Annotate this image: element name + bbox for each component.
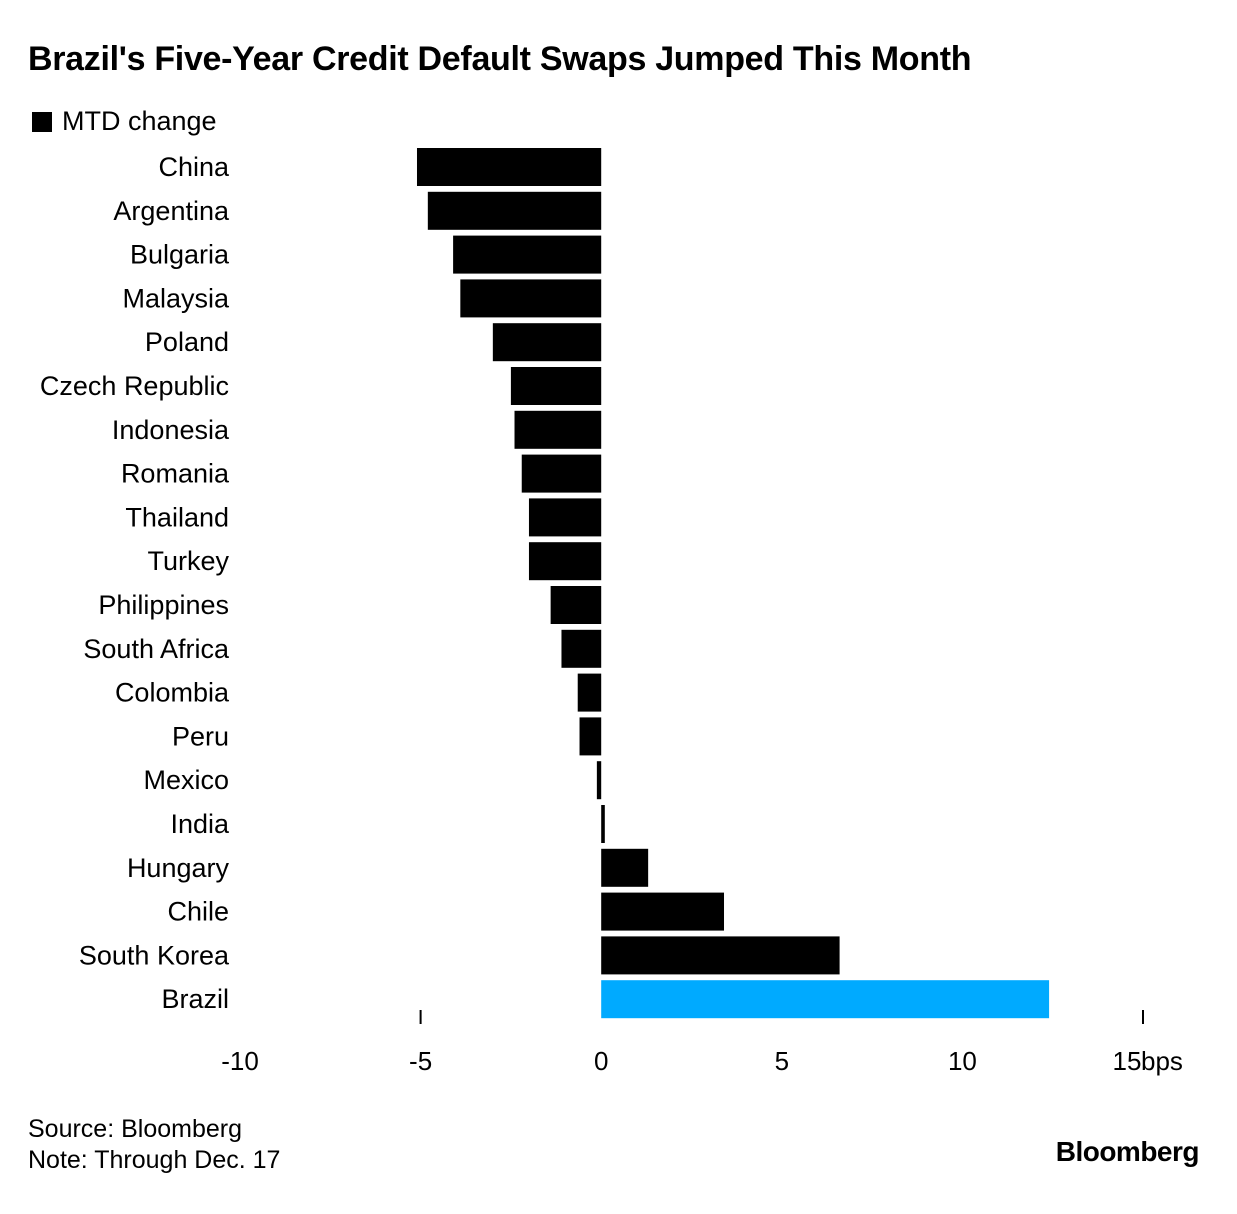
bar-peru: [579, 717, 602, 756]
bar-hungary: [601, 848, 649, 887]
category-label: Turkey: [147, 546, 229, 576]
bar-china: [416, 148, 602, 186]
category-label: Colombia: [115, 678, 230, 708]
category-label: Brazil: [161, 984, 229, 1014]
category-label: Romania: [121, 459, 230, 489]
category-label: Mexico: [143, 765, 229, 795]
chart-title: Brazil's Five-Year Credit Default Swaps …: [28, 40, 972, 78]
bar-malaysia: [460, 279, 602, 318]
category-label: Indonesia: [112, 415, 230, 445]
source-text: Source: Bloomberg: [28, 1115, 243, 1143]
x-tick-label: -5: [409, 1046, 432, 1076]
category-label: Argentina: [113, 196, 230, 226]
bar-turkey: [528, 542, 602, 581]
category-label: Peru: [172, 721, 229, 751]
bar-romania: [521, 454, 602, 493]
category-label: Czech Republic: [40, 371, 229, 401]
category-label: Thailand: [125, 502, 229, 532]
x-tick-label: -10: [221, 1046, 259, 1076]
category-label: South Africa: [83, 634, 230, 664]
x-tick-label: 5: [775, 1046, 789, 1076]
bar-south-korea: [601, 936, 840, 975]
category-label: Hungary: [127, 853, 230, 883]
category-label: South Korea: [79, 940, 230, 970]
legend-swatch: [32, 111, 52, 132]
bar-south-africa: [561, 629, 602, 668]
category-label: Poland: [145, 327, 229, 357]
category-label: Philippines: [98, 590, 229, 620]
bar-colombia: [577, 673, 602, 712]
source-note: Source: Bloomberg Note: Through Dec. 17: [28, 1114, 280, 1176]
bar-czech-republic: [510, 367, 602, 405]
legend-label: MTD change: [62, 106, 217, 136]
x-tick-label: 15: [1113, 1046, 1142, 1076]
bar-indonesia: [514, 410, 602, 449]
category-label: Chile: [167, 897, 229, 927]
x-unit-label: bps: [1141, 1046, 1183, 1076]
category-label: Bulgaria: [130, 240, 230, 270]
category-label: China: [158, 152, 230, 182]
bar-chile: [601, 892, 725, 931]
bar-thailand: [528, 498, 602, 537]
bar-india: [601, 805, 605, 843]
category-label: India: [170, 809, 230, 839]
x-tick-label: 0: [594, 1046, 608, 1076]
bar-bulgaria: [453, 235, 602, 274]
bar-brazil: [601, 980, 1050, 1019]
note-text: Note: Through Dec. 17: [28, 1146, 281, 1174]
category-label: Malaysia: [122, 283, 230, 313]
x-tick-label: 10: [948, 1046, 977, 1076]
bar-philippines: [550, 586, 602, 624]
bar-mexico: [596, 761, 602, 800]
bar-argentina: [427, 191, 602, 230]
legend: MTD change: [32, 106, 217, 137]
bloomberg-logo: Bloomberg: [1055, 1136, 1200, 1167]
bar-poland: [492, 323, 602, 362]
